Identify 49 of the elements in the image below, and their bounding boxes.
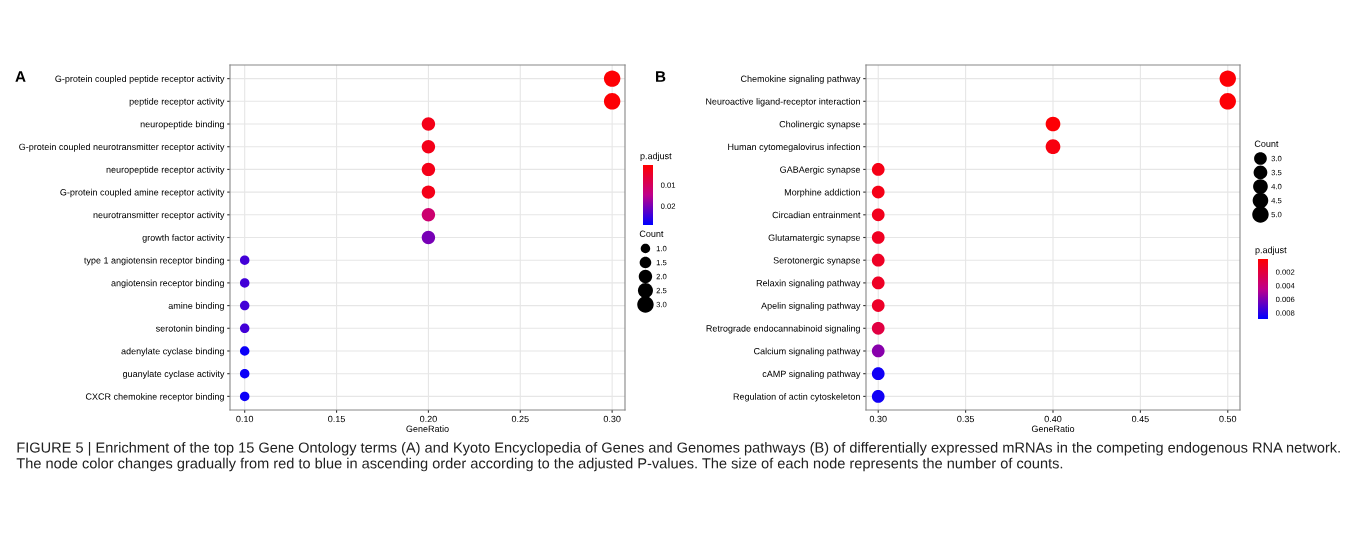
x-tick-label: 0.30 [603, 415, 621, 423]
y-tick-label: type 1 angiotensin receptor binding [84, 256, 224, 266]
y-tick-label: Neuroactive ligand-receptor interaction [706, 98, 860, 107]
y-tick-label: G-protein coupled amine receptor activity [60, 188, 225, 198]
legend-title: Count [639, 230, 664, 237]
x-tick-label: 0.10 [236, 415, 254, 423]
y-tick-label: serotonin binding [155, 325, 224, 334]
x-axis-title: GeneRatio [1031, 425, 1075, 432]
y-tick-label: Retrograde endocannabinoid signaling [706, 325, 860, 334]
legend-title: Count [1254, 140, 1279, 147]
color-bar-title: p.adjust [640, 152, 672, 161]
x-tick-label: 0.35 [957, 415, 975, 423]
y-tick-label: Relaxin signaling pathway [756, 279, 861, 289]
y-tick-label: angiotensin receptor binding [111, 279, 224, 289]
y-tick-label: G-protein coupled neurotransmitter receptor activity [19, 143, 225, 152]
text: A [15, 71, 26, 82]
y-tick-label: neurotransmitter receptor activity [93, 211, 225, 220]
x-tick-label: 0.15 [328, 415, 345, 423]
x-tick-label: 0.25 [511, 415, 529, 423]
y-tick-label: Apelin signaling pathway [761, 302, 861, 311]
y-tick-label: cAMP signaling pathway [762, 370, 861, 379]
y-tick-label: CXCR chemokine receptor binding [85, 393, 224, 402]
x-tick-label: 0.45 [1131, 415, 1149, 423]
y-tick-label: Serotonergic synapse [773, 256, 861, 266]
y-tick-label: amine binding [168, 302, 224, 311]
y-tick-label: Cholinergic synapse [779, 120, 861, 130]
y-tick-label: neuropeptide receptor activity [106, 166, 225, 175]
y-tick-label: guanylate cyclase activity [122, 370, 225, 379]
caption: FIGURE 5 | Enrichment of the top 15 Gene Ontology terms (A) and Kyoto Encyclopedia of Genes and Genomes pathways (B) of differentially expressed mRNAs in the competing endogenous RNA network. The node color changes gradually from red to blue in ascending order according to the adjusted P-values. The size of each node represents the number of counts. [16, 442, 1340, 472]
y-tick-label: GABAergic synapse [780, 166, 861, 175]
color-bar-title: p.adjust [1255, 246, 1287, 255]
y-tick-label: Morphine addiction [784, 188, 860, 198]
y-tick-label: Human cytomegalovirus infection [728, 143, 860, 152]
y-tick-label: peptide receptor activity [129, 98, 225, 107]
y-tick-label: Regulation of actin cytoskeleton [733, 393, 860, 402]
y-tick-label: Circadian entrainment [772, 211, 861, 219]
y-tick-label: Calcium signaling pathway [754, 347, 861, 357]
x-tick-label: 0.30 [869, 415, 887, 423]
x-axis-title: GeneRatio [406, 425, 449, 432]
y-tick-label: G-protein coupled peptide receptor activity [55, 75, 225, 84]
y-tick-label: adenylate cyclase binding [121, 347, 224, 357]
x-tick-label: 0.20 [419, 415, 437, 423]
y-tick-label: Glutamatergic synapse [768, 234, 861, 243]
x-tick-label: 0.50 [1219, 415, 1237, 423]
y-tick-label: neuropeptide binding [140, 120, 224, 130]
y-tick-label: growth factor activity [142, 234, 225, 243]
y-tick-label: Chemokine signaling pathway [740, 75, 861, 84]
text: B [656, 71, 666, 82]
x-tick-label: 0.40 [1044, 415, 1062, 423]
